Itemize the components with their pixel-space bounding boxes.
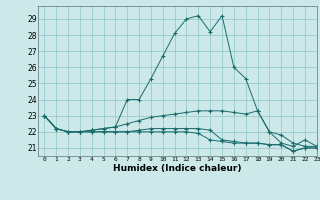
- X-axis label: Humidex (Indice chaleur): Humidex (Indice chaleur): [113, 164, 242, 173]
